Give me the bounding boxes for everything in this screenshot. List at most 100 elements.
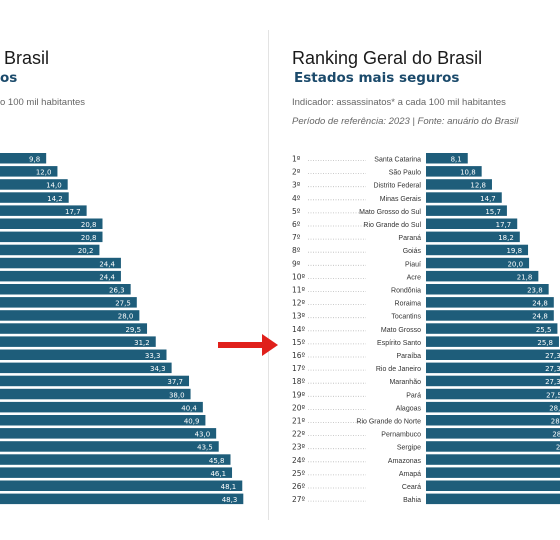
bar xyxy=(426,192,502,203)
rank-label: 4º xyxy=(292,194,301,203)
bar xyxy=(426,362,560,374)
rank-label: 10º xyxy=(292,272,306,281)
bar xyxy=(0,192,69,203)
bar xyxy=(426,415,560,426)
bar xyxy=(426,231,520,243)
rank-label: 7º xyxy=(292,233,301,242)
state-name-label: Rio de Janeiro xyxy=(376,366,421,373)
bar xyxy=(426,284,549,295)
state-name-label: São Paulo xyxy=(389,170,421,177)
bar xyxy=(0,415,206,426)
bar-value-label: 45,8 xyxy=(209,457,225,465)
bar-value-label: 17,7 xyxy=(65,208,81,216)
bar xyxy=(0,284,131,295)
state-name-label: Minas Gerais xyxy=(380,196,422,203)
state-name-label: Goiás xyxy=(403,248,422,255)
bar-value-label: 15,7 xyxy=(485,208,501,216)
state-name-label: Distrito Federal xyxy=(374,183,422,190)
state-name-label: Rondônia xyxy=(391,288,421,295)
bar-value-label: 8,1 xyxy=(451,156,462,164)
state-name-label: Alagoas xyxy=(396,405,422,412)
rank-label: 24º xyxy=(292,456,306,465)
bar xyxy=(426,375,560,387)
bar-value-label: 37,7 xyxy=(167,378,183,386)
bar-value-label: 48,1 xyxy=(221,483,237,491)
bar xyxy=(0,388,191,400)
bar-value-label: 40,9 xyxy=(184,418,200,426)
bar-value-label: 18,2 xyxy=(498,234,514,242)
bar-value-label: 20,8 xyxy=(81,221,97,229)
rank-label: 3º xyxy=(292,181,301,190)
bar-value-label: 24,4 xyxy=(99,260,115,268)
right-note-indicator: Indicador: assassinatos* a cada 100 mil … xyxy=(292,97,506,108)
bar xyxy=(426,336,559,347)
left-note: o 100 mil habitantes xyxy=(0,97,86,108)
bar-value-label: 28,0 xyxy=(118,313,134,321)
bar xyxy=(426,323,558,334)
bar-value-label: 19,8 xyxy=(506,247,522,255)
state-name-label: Pará xyxy=(406,392,421,399)
right-chart-panel: Ranking Geral do Brasil Estados mais seg… xyxy=(278,0,560,540)
bar xyxy=(0,467,233,478)
bar xyxy=(0,493,244,505)
bar-value-label: 20,0 xyxy=(507,260,523,268)
bar xyxy=(0,205,87,216)
bar xyxy=(426,179,492,190)
rank-label: 27º xyxy=(292,495,306,504)
state-name-label: Paraíba xyxy=(396,353,421,360)
bar xyxy=(426,349,560,360)
bar xyxy=(0,179,68,190)
bar-value-label: 27,3 xyxy=(545,352,560,360)
bar-value-label: 28,1 xyxy=(549,404,560,412)
bar xyxy=(0,454,231,465)
right-title: Ranking Geral do Brasil xyxy=(292,48,483,68)
state-name-label: Ceará xyxy=(402,484,421,491)
bar xyxy=(426,310,554,321)
bar xyxy=(426,166,482,177)
bar xyxy=(426,257,530,269)
bar xyxy=(426,297,554,308)
left-title: Brasil xyxy=(4,48,50,68)
bar xyxy=(426,388,560,400)
bar-value-label: 21,8 xyxy=(517,273,533,281)
bar xyxy=(0,153,47,164)
rank-label: 23º xyxy=(292,443,306,452)
state-name-label: Tocantins xyxy=(391,314,421,321)
rank-label: 12º xyxy=(292,299,306,308)
state-name-label: Pernambuco xyxy=(381,432,421,439)
bar-value-label: 27,3 xyxy=(545,365,560,373)
bar xyxy=(426,270,539,282)
right-bar-chart: 1º Santa Catarina 8,1 2º São Paulo 10,8 3º Dist… xyxy=(292,153,560,505)
bar xyxy=(0,428,217,439)
bar xyxy=(0,257,121,269)
right-note-source: Período de referência: 2023 | Fonte: anu… xyxy=(292,116,519,127)
state-name-label: Espírito Santo xyxy=(377,340,421,347)
bar-value-label: 27,3 xyxy=(545,378,560,386)
bar-value-label: 24,8 xyxy=(532,313,548,321)
bar-value-label: 29,4 xyxy=(556,444,560,452)
bar-value-label: 14,7 xyxy=(480,195,496,203)
bar xyxy=(0,270,121,282)
bar xyxy=(426,441,560,452)
bar-value-label: 25,5 xyxy=(536,326,552,334)
state-name-label: Roraima xyxy=(395,301,422,308)
rank-label: 19º xyxy=(292,390,306,399)
left-subtitle: os xyxy=(0,70,18,86)
bar xyxy=(0,362,172,374)
bar-value-label: 40,4 xyxy=(181,404,197,412)
bar xyxy=(0,349,167,360)
rank-label: 1º xyxy=(292,155,301,164)
bar xyxy=(426,454,560,465)
bar-value-label: 34,3 xyxy=(150,365,166,373)
bar xyxy=(0,441,219,452)
rank-label: 22º xyxy=(292,430,306,439)
rank-label: 20º xyxy=(292,403,306,412)
rank-label: 17º xyxy=(292,364,306,373)
state-name-label: Rio Grande do Sul xyxy=(363,222,421,229)
bar-value-label: 10,8 xyxy=(460,169,476,177)
state-name-label: Bahia xyxy=(403,497,421,504)
state-name-label: Rio Grande do Norte xyxy=(356,419,421,426)
state-name-label: Sergipe xyxy=(397,445,421,452)
bar xyxy=(0,375,190,387)
bar-value-label: 43,0 xyxy=(195,431,211,439)
